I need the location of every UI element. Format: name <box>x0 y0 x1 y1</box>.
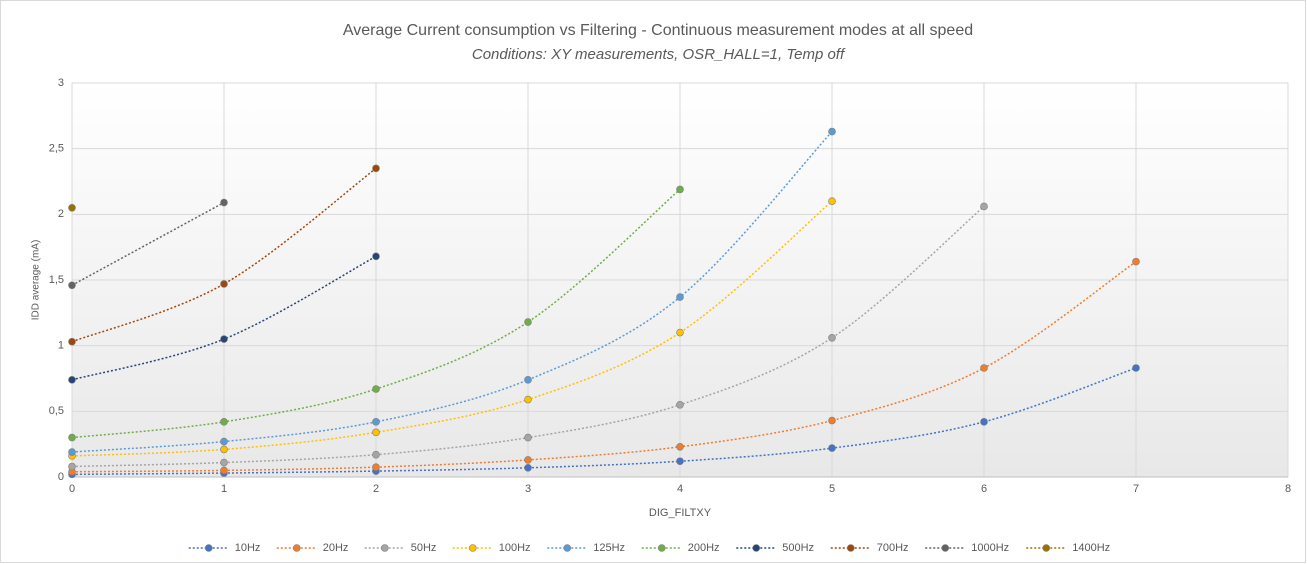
x-tick-label: 6 <box>981 483 987 495</box>
legend-label: 10Hz <box>235 542 261 554</box>
data-point <box>828 416 836 425</box>
legend-label: 500Hz <box>782 542 814 554</box>
data-point <box>372 428 380 437</box>
x-tick-label: 5 <box>829 483 835 495</box>
data-point <box>828 197 836 205</box>
series-line <box>71 200 833 457</box>
data-point <box>220 418 228 426</box>
x-tick-label: 1 <box>221 483 227 495</box>
y-axis-label: IDD average (mA) <box>31 240 42 321</box>
data-point <box>220 437 228 446</box>
data-point <box>980 418 988 426</box>
legend-marker <box>468 544 477 552</box>
data-point <box>524 433 532 442</box>
data-point <box>676 328 684 337</box>
data-point <box>220 458 228 467</box>
y-tick-label: 2 <box>58 208 64 220</box>
data-point <box>372 385 380 393</box>
chart-title: Average Current consumption vs Filtering… <box>343 22 973 39</box>
data-point <box>676 400 684 409</box>
y-tick-label: 0 <box>58 471 64 483</box>
legend-label: 200Hz <box>688 542 720 554</box>
legend-label: 1400Hz <box>1072 542 1110 554</box>
data-point <box>68 376 76 384</box>
x-tick-label: 2 <box>373 483 379 495</box>
data-point <box>676 185 684 194</box>
data-point <box>676 442 684 451</box>
x-tick-label: 7 <box>1133 483 1139 495</box>
data-point <box>524 456 532 464</box>
data-point <box>220 280 228 288</box>
series-line <box>71 201 225 286</box>
data-point <box>1132 257 1140 266</box>
legend-marker <box>657 544 666 552</box>
data-point <box>372 450 380 459</box>
data-point <box>68 203 76 212</box>
series-line <box>71 367 1137 476</box>
legend-marker <box>941 544 950 552</box>
data-point <box>980 364 988 372</box>
legend-label: 700Hz <box>877 542 909 554</box>
y-tick-label: 0,5 <box>49 405 64 417</box>
y-tick-label: 3 <box>58 77 64 89</box>
data-point <box>372 463 380 471</box>
data-point <box>68 462 76 471</box>
legend-marker <box>292 544 301 552</box>
data-point <box>524 395 532 404</box>
legend-label: 20Hz <box>323 542 349 554</box>
x-tick-label: 3 <box>525 483 531 495</box>
series-line <box>71 167 377 343</box>
data-point <box>524 464 532 472</box>
data-point <box>828 444 836 452</box>
data-point <box>372 164 380 173</box>
data-point <box>220 445 228 454</box>
series-line <box>71 131 833 453</box>
data-point <box>828 127 836 136</box>
x-tick-label: 0 <box>69 483 75 495</box>
legend-label: 100Hz <box>499 542 531 554</box>
data-point <box>220 466 228 475</box>
data-point <box>1132 364 1140 372</box>
legend-marker <box>204 544 213 552</box>
x-tick-label: 4 <box>677 483 683 495</box>
data-point <box>828 333 836 342</box>
x-axis-label: DIG_FILTXY <box>649 507 712 519</box>
data-point <box>68 433 76 442</box>
data-point <box>220 198 228 207</box>
data-point <box>68 281 76 290</box>
legend-label: 125Hz <box>593 542 625 554</box>
data-point <box>524 376 532 384</box>
data-point <box>676 457 684 466</box>
legend-marker <box>380 544 389 552</box>
legend-marker <box>1042 544 1051 552</box>
legend-marker <box>563 544 572 552</box>
y-tick-label: 2,5 <box>49 143 64 155</box>
data-point <box>68 337 76 346</box>
legend-label: 50Hz <box>411 542 437 554</box>
x-tick-label: 8 <box>1285 483 1291 495</box>
data-point <box>68 448 76 456</box>
data-point <box>676 293 684 301</box>
legend-label: 1000Hz <box>971 542 1009 554</box>
legend-marker <box>846 544 855 552</box>
data-point <box>372 418 380 426</box>
data-point <box>524 318 532 326</box>
data-point <box>372 252 380 261</box>
y-tick-label: 1,5 <box>49 274 64 286</box>
legend-marker <box>752 544 761 552</box>
data-point <box>220 335 228 343</box>
y-tick-label: 1 <box>58 340 64 352</box>
chart-subtitle: Conditions: XY measurements, OSR_HALL=1,… <box>472 46 846 63</box>
data-point <box>980 202 988 211</box>
